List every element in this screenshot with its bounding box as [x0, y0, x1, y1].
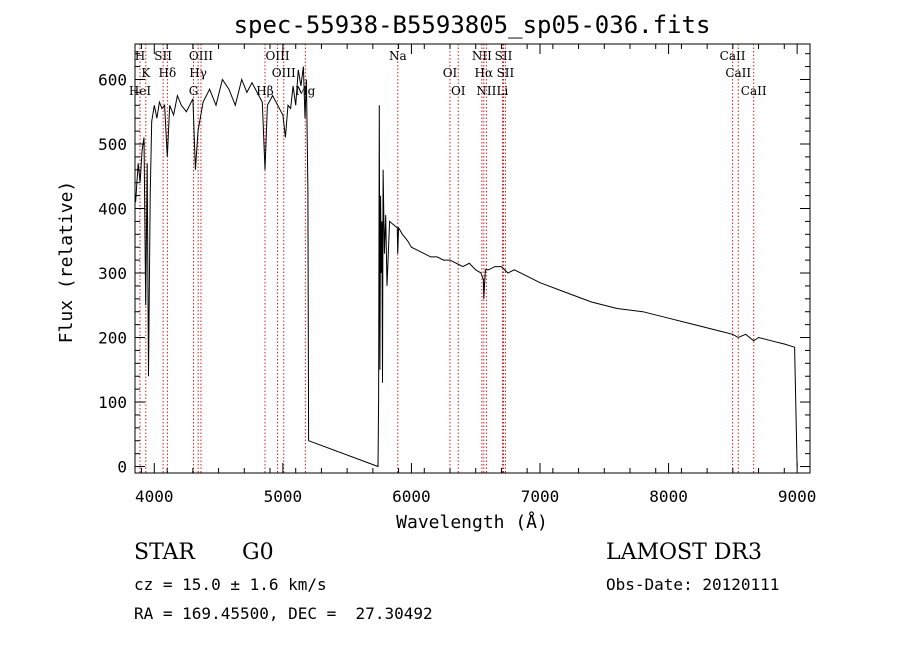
- y-tick-label: 400: [98, 200, 127, 219]
- line-label: SII: [497, 66, 515, 80]
- y-axis-label: Flux (relative): [56, 181, 77, 344]
- plot-frame: [134, 43, 811, 474]
- line-label: Hδ: [159, 66, 177, 80]
- x-tick-label: 9000: [778, 487, 817, 506]
- line-label: OIII: [189, 49, 213, 63]
- y-tick-label: 0: [117, 458, 127, 477]
- line-label: OI: [443, 66, 458, 80]
- object-class: STAR: [134, 540, 195, 565]
- x-tick-label: 7000: [521, 487, 560, 506]
- line-label: Li: [497, 84, 509, 98]
- line-label: OIII: [266, 49, 290, 63]
- line-label: G: [189, 84, 199, 98]
- object-subclass: G0: [242, 540, 274, 565]
- line-label: NII: [472, 49, 492, 63]
- line-label: Na: [389, 49, 407, 63]
- line-label: CaII: [720, 49, 746, 63]
- line-label: CaII: [725, 66, 751, 80]
- line-label: Hβ: [256, 84, 273, 98]
- y-tick-label: 100: [98, 393, 127, 412]
- line-label: Hα: [475, 66, 494, 80]
- line-label: Hγ: [189, 66, 207, 80]
- x-axis-label: Wavelength (Å): [396, 511, 548, 533]
- y-tick-label: 300: [98, 264, 127, 283]
- redshift-value: cz = 15.0 ± 1.6 km/s: [134, 575, 327, 594]
- line-label: OI: [451, 84, 466, 98]
- y-tick-label: 500: [98, 135, 127, 154]
- observation-date: Obs-Date: 20120111: [606, 575, 780, 594]
- line-label: K: [141, 66, 151, 80]
- chart-title: spec-55938-B5593805_sp05-036.fits: [234, 11, 711, 39]
- line-label: SII: [495, 49, 513, 63]
- line-label: NII: [476, 84, 496, 98]
- axis-ticks: 4000 5000 6000 7000 8000 9000 0 100 200 300 400 500…: [98, 44, 816, 506]
- line-label: CaII: [741, 84, 767, 98]
- x-tick-label: 6000: [392, 487, 431, 506]
- line-label: SII: [154, 49, 172, 63]
- x-tick-label: 5000: [264, 487, 303, 506]
- line-labels: HKHeISIIHδGOIIIHγHβOIIIOIIIMgNaOIOINIIHα…: [129, 49, 767, 98]
- line-label: OIII: [272, 66, 296, 80]
- x-tick-label: 4000: [135, 487, 174, 506]
- x-tick-label: 8000: [649, 487, 688, 506]
- y-tick-label: 600: [98, 70, 127, 89]
- y-tick-label: 200: [98, 329, 127, 348]
- line-label: HeI: [129, 84, 152, 98]
- line-markers: [139, 44, 755, 473]
- coordinates: RA = 169.45500, DEC = 27.30492: [134, 604, 433, 623]
- spectrum-series: [135, 66, 798, 468]
- survey-name: LAMOST DR3: [606, 540, 762, 565]
- line-label: H: [135, 49, 145, 63]
